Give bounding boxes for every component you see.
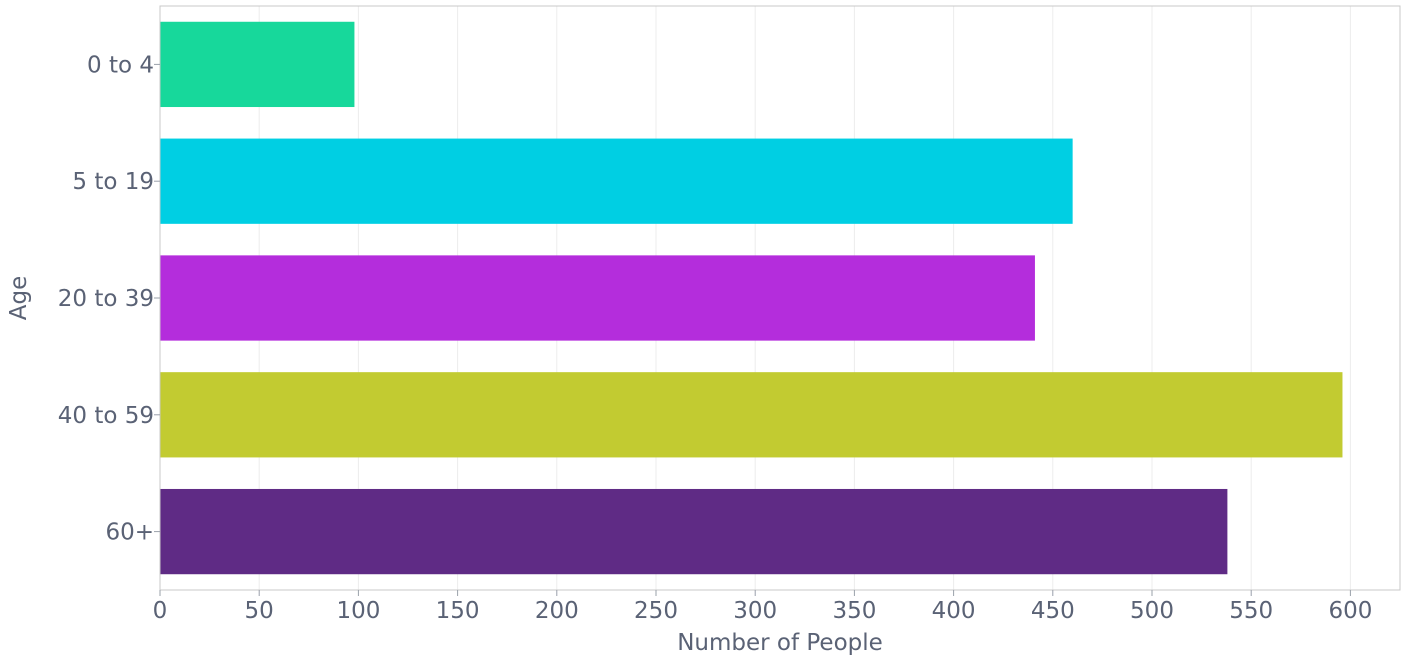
- x-tick-label: 150: [436, 598, 480, 624]
- x-tick-label: 200: [535, 598, 579, 624]
- y-tick-label: 60+: [105, 520, 154, 546]
- x-tick-label: 350: [832, 598, 876, 624]
- bar: [160, 372, 1343, 458]
- y-tick-label: 0 to 4: [87, 52, 154, 78]
- y-axis-ticks: 0 to 4 5 to 19 20 to 39 40 to 59 60+: [58, 52, 160, 546]
- x-axis-title: Number of People: [677, 630, 883, 656]
- x-tick-label: 400: [932, 598, 976, 624]
- y-tick-label: 40 to 59: [58, 403, 154, 429]
- x-tick-label: 250: [634, 598, 678, 624]
- x-tick-label: 550: [1229, 598, 1273, 624]
- x-tick-label: 600: [1328, 598, 1372, 624]
- x-tick-label: 50: [245, 598, 274, 624]
- x-tick-label: 500: [1130, 598, 1174, 624]
- x-axis-ticks: 0 50 100 150 200 250 300 350 400 450 500 550 600: [153, 590, 1372, 624]
- bar: [160, 255, 1035, 341]
- bar: [160, 21, 355, 108]
- bars: [160, 21, 1343, 575]
- y-tick-label: 20 to 39: [58, 286, 154, 312]
- y-tick-label: 5 to 19: [72, 169, 154, 195]
- bar: [160, 488, 1228, 575]
- x-tick-label: 300: [733, 598, 777, 624]
- x-tick-label: 450: [1031, 598, 1075, 624]
- x-tick-label: 100: [336, 598, 380, 624]
- bar: [160, 138, 1073, 224]
- x-tick-label: 0: [153, 598, 168, 624]
- y-axis-title: Age: [6, 276, 32, 320]
